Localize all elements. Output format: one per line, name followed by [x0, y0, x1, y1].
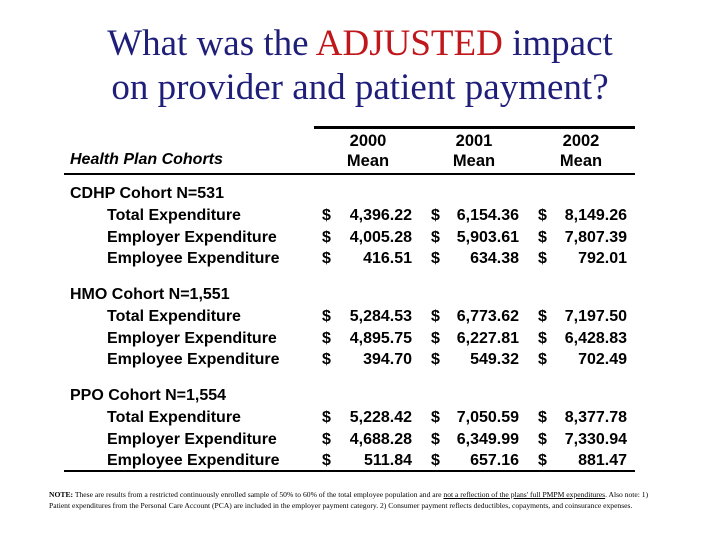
- column-header-year-2000: 2000: [349, 132, 387, 150]
- row-label: Employee Expenditure: [107, 351, 280, 368]
- table-cell-value: 8,377.78: [564, 409, 627, 426]
- table-cell-value: 4,688.28: [349, 431, 412, 448]
- row-label: Employee Expenditure: [107, 452, 280, 469]
- currency-symbol: $: [431, 431, 440, 448]
- currency-symbol: $: [538, 207, 547, 224]
- table-cell-value: 7,330.94: [564, 431, 627, 448]
- currency-symbol: $: [538, 250, 547, 267]
- currency-symbol: $: [431, 308, 440, 325]
- currency-symbol: $: [322, 207, 331, 224]
- row-label: Total Expenditure: [107, 308, 241, 325]
- title-line-1: What was the ADJUSTED impact: [0, 22, 720, 66]
- currency-symbol: $: [431, 330, 440, 347]
- column-header-stat-2002: Mean: [559, 152, 603, 170]
- table-cell-value: 4,895.75: [349, 330, 412, 347]
- table-cell-value: 792.01: [578, 250, 627, 267]
- table-cell-value: 5,284.53: [349, 308, 412, 325]
- header-top-rule: [314, 126, 635, 129]
- table-cell-value: 394.70: [363, 351, 412, 368]
- title-accent-word: ADJUSTED: [315, 23, 503, 64]
- column-header-year-2001: 2001: [455, 132, 493, 150]
- row-label: Employee Expenditure: [107, 250, 280, 267]
- currency-symbol: $: [322, 452, 331, 469]
- table-cell-value: 4,396.22: [349, 207, 412, 224]
- footnote: NOTE: These are results from a restricte…: [49, 489, 669, 512]
- currency-symbol: $: [431, 229, 440, 246]
- currency-symbol: $: [322, 330, 331, 347]
- currency-symbol: $: [322, 250, 331, 267]
- footnote-underlined-text: not a reflection of the plans' full PMPM…: [443, 490, 606, 499]
- currency-symbol: $: [538, 229, 547, 246]
- table-cell-value: 7,197.50: [564, 308, 627, 325]
- plan-cohorts-header: Health Plan Cohorts: [70, 151, 223, 168]
- title-line-2: on provider and patient payment?: [111, 67, 609, 108]
- row-label: Total Expenditure: [107, 207, 241, 224]
- currency-symbol: $: [538, 431, 547, 448]
- table-cell-value: 5,228.42: [349, 409, 412, 426]
- cohort-heading: PPO Cohort N=1,554: [70, 387, 227, 404]
- table-cell-value: 634.38: [470, 250, 519, 267]
- row-label: Employer Expenditure: [107, 431, 277, 448]
- table-cell-value: 6,154.36: [456, 207, 519, 224]
- table-cell-value: 6,349.99: [456, 431, 519, 448]
- currency-symbol: $: [431, 351, 440, 368]
- table-cell-value: 5,903.61: [456, 229, 519, 246]
- currency-symbol: $: [322, 229, 331, 246]
- table-cell-value: 6,773.62: [456, 308, 519, 325]
- table-cell-value: 4,005.28: [349, 229, 412, 246]
- row-label: Employer Expenditure: [107, 229, 277, 246]
- currency-symbol: $: [322, 409, 331, 426]
- currency-symbol: $: [538, 452, 547, 469]
- table-cell-value: 702.49: [578, 351, 627, 368]
- currency-symbol: $: [538, 308, 547, 325]
- currency-symbol: $: [538, 330, 547, 347]
- currency-symbol: $: [431, 409, 440, 426]
- footnote-label: NOTE:: [49, 490, 74, 499]
- header-bottom-rule: [64, 173, 635, 175]
- table-cell-value: 549.32: [470, 351, 519, 368]
- table-cell-value: 657.16: [470, 452, 519, 469]
- title-text-end: impact: [502, 23, 613, 64]
- column-header-stat-2000: Mean: [346, 152, 390, 170]
- footnote-text-2: . Also note: 1) Patient expenditures fro…: [49, 490, 649, 511]
- column-header-stat-2001: Mean: [452, 152, 496, 170]
- currency-symbol: $: [322, 308, 331, 325]
- currency-symbol: $: [322, 431, 331, 448]
- table-bottom-rule: [64, 470, 635, 472]
- currency-symbol: $: [322, 351, 331, 368]
- row-label: Total Expenditure: [107, 409, 241, 426]
- table-cell-value: 416.51: [363, 250, 412, 267]
- cohort-heading: HMO Cohort N=1,551: [70, 286, 230, 303]
- currency-symbol: $: [431, 207, 440, 224]
- footnote-text-1: These are results from a restricted cont…: [73, 490, 444, 499]
- title-text-start: What was the: [107, 23, 316, 64]
- row-label: Employer Expenditure: [107, 330, 277, 347]
- currency-symbol: $: [431, 250, 440, 267]
- table-cell-value: 6,227.81: [456, 330, 519, 347]
- table-cell-value: 7,807.39: [564, 229, 627, 246]
- slide-title: What was the ADJUSTED impact on provider…: [0, 22, 720, 110]
- table-cell-value: 7,050.59: [456, 409, 519, 426]
- currency-symbol: $: [431, 452, 440, 469]
- table-cell-value: 881.47: [578, 452, 627, 469]
- column-header-year-2002: 2002: [562, 132, 600, 150]
- cohort-heading: CDHP Cohort N=531: [70, 185, 224, 202]
- table-cell-value: 8,149.26: [564, 207, 627, 224]
- currency-symbol: $: [538, 409, 547, 426]
- table-cell-value: 6,428.83: [564, 330, 627, 347]
- table-cell-value: 511.84: [363, 452, 412, 469]
- currency-symbol: $: [538, 351, 547, 368]
